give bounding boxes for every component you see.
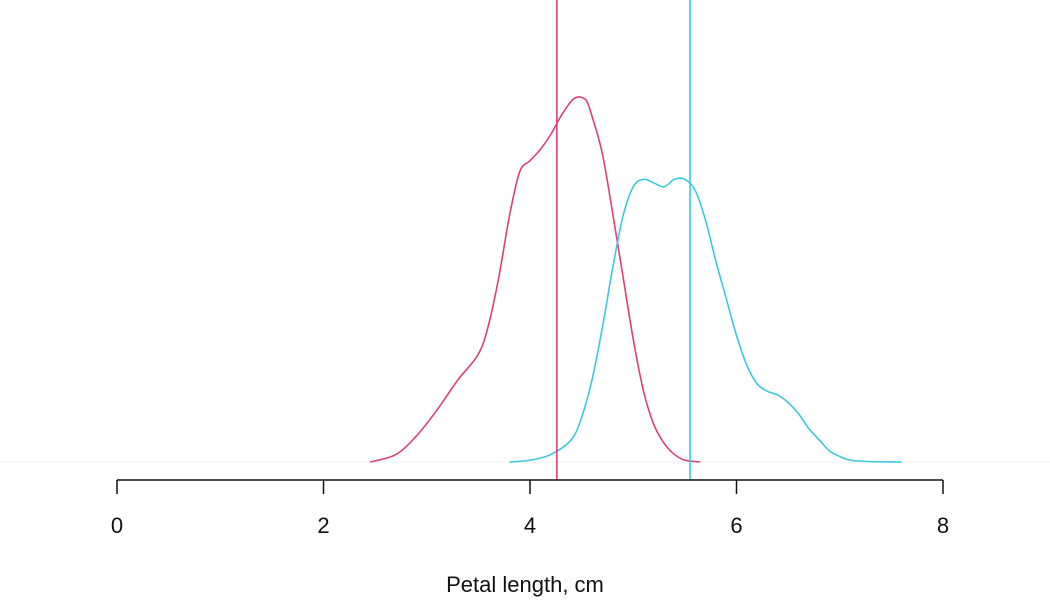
x-tick-label: 6 <box>730 513 742 538</box>
x-axis-label: Petal length, cm <box>446 572 604 597</box>
density-curve-1 <box>369 96 701 463</box>
x-ticks: 0 2 4 6 8 <box>111 480 949 538</box>
x-tick-label: 8 <box>937 513 949 538</box>
x-tick-label: 2 <box>317 513 329 538</box>
x-tick-label: 4 <box>524 513 536 538</box>
density-curves <box>369 96 902 463</box>
density-curve-2 <box>509 177 902 463</box>
mean-lines <box>556 0 691 480</box>
x-axis: 0 2 4 6 8 <box>111 479 949 538</box>
x-tick-label: 0 <box>111 513 123 538</box>
